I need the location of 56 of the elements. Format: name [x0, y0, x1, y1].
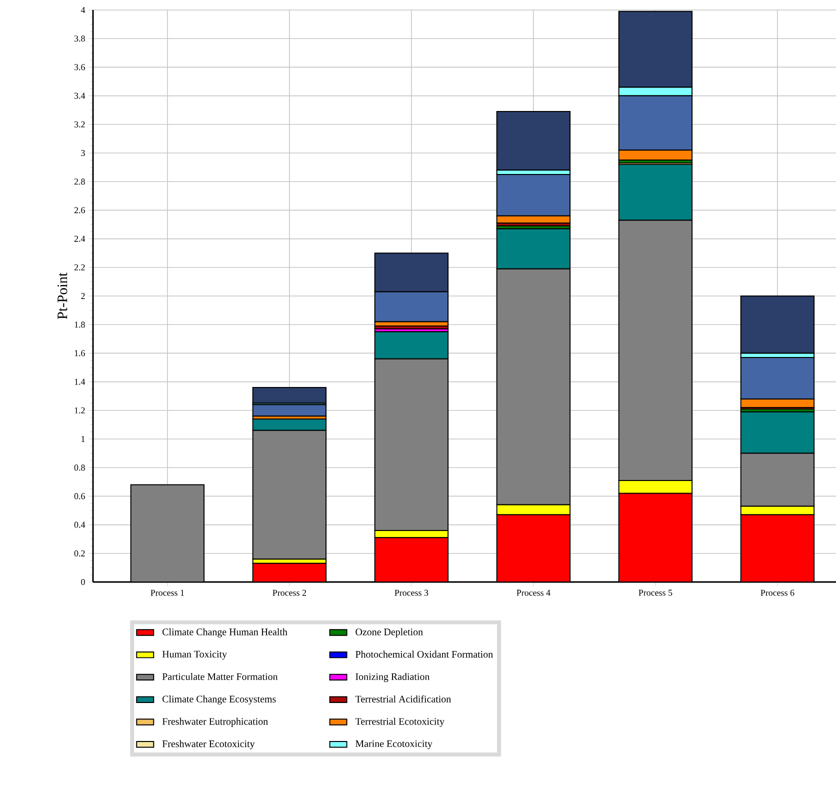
legend-label: Freshwater Eutrophication	[162, 718, 268, 727]
bar	[252, 562, 327, 582]
y-tick-label: 0.4	[74, 522, 86, 528]
y-tick-label: 0.8	[74, 464, 85, 471]
bar	[496, 111, 571, 171]
y-tick-label: 0.2	[74, 550, 85, 556]
legend-label: Particulate Matter Formation	[162, 672, 278, 680]
x-tick-label: Process 2	[272, 590, 306, 596]
bar	[496, 504, 571, 516]
y-tick-label: 2.2	[74, 264, 85, 270]
y-tick-label: 1	[82, 436, 85, 442]
bar	[374, 358, 449, 532]
bar	[618, 492, 693, 582]
bar	[496, 228, 571, 270]
y-tick-label: 1.2	[74, 407, 85, 414]
bar	[740, 452, 815, 507]
y-tick-label: 2.8	[74, 178, 85, 185]
x-tick-label: Process 6	[760, 590, 794, 596]
legend-label: Freshwater Ecotoxicity	[162, 740, 255, 750]
legend-label: Terrestrial Ecotoxicity	[355, 718, 444, 727]
legend-label: Climate Change Human Health	[162, 628, 288, 638]
x-tick-label: Process 5	[638, 590, 672, 596]
bar	[252, 418, 327, 431]
y-tick-label: 1.4	[74, 378, 86, 385]
bar	[374, 537, 449, 582]
x-tick-label: Process 1	[150, 590, 184, 596]
y-tick-label: 3.2	[74, 121, 85, 128]
y-tick-label: 2.6	[74, 207, 85, 214]
legend-label: Marine Ecotoxicity	[356, 740, 432, 750]
legend-label: Climate Change Ecosystems	[162, 695, 276, 704]
bar	[374, 331, 449, 360]
y-tick-label: 3.8	[74, 36, 85, 42]
legend-label: Ionizing Radiation	[356, 672, 430, 682]
bar	[252, 430, 327, 560]
bar	[740, 296, 815, 354]
bar	[496, 514, 571, 582]
legend-label: Human Toxicity	[162, 650, 227, 660]
y-tick-label: 2	[81, 293, 85, 299]
y-axis-title: Pt-Point	[58, 272, 68, 320]
y-tick-label: 1.6	[74, 350, 85, 356]
x-tick-label: Process 3	[394, 590, 428, 596]
x-tick-label: Process 4	[516, 590, 550, 596]
y-tick-label: 2.4	[74, 236, 86, 242]
y-tick-label: 0	[81, 578, 85, 586]
bar	[496, 268, 571, 506]
y-tick-label: 4	[80, 7, 86, 13]
legend-label: Terrestrial Acidification	[355, 695, 451, 702]
legend-label: Photochemical Oxidant Formation	[356, 650, 493, 658]
bar	[618, 220, 693, 481]
y-tick-label: 1.8	[74, 322, 85, 328]
legend-label: Ozone Depletion	[356, 628, 423, 638]
y-tick-label: 3	[81, 150, 85, 156]
y-tick-label: 3.6	[74, 64, 85, 70]
y-tick-label: 3.4	[74, 92, 86, 99]
bar	[740, 514, 815, 582]
y-tick-label: 0.6	[74, 493, 85, 500]
